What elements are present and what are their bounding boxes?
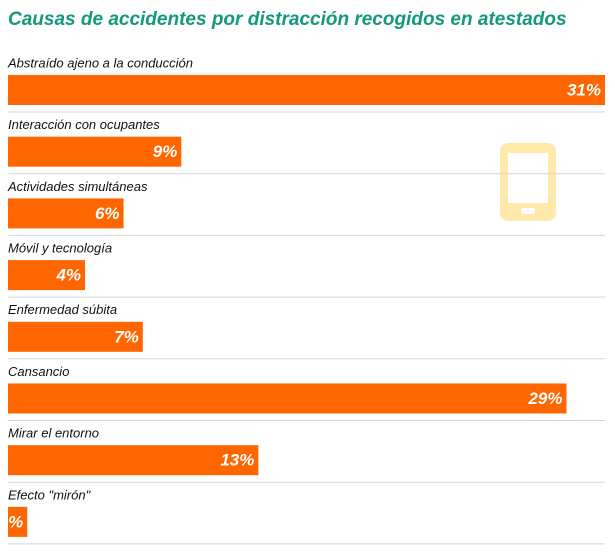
value-label: 9% bbox=[153, 142, 178, 161]
value-label: 6% bbox=[95, 204, 120, 223]
bar bbox=[8, 321, 143, 352]
bar bbox=[8, 260, 86, 291]
value-label: 4% bbox=[55, 266, 81, 285]
category-label: Enfermedad súbita bbox=[8, 302, 117, 317]
bar bbox=[8, 136, 182, 167]
value-label: 29% bbox=[527, 389, 562, 408]
category-label: Abstraído ajeno a la conducción bbox=[7, 55, 193, 70]
category-label: Móvil y tecnología bbox=[8, 241, 112, 256]
bar bbox=[8, 445, 259, 476]
value-label: 13% bbox=[220, 451, 254, 470]
phone-body bbox=[500, 143, 556, 221]
bar bbox=[8, 506, 28, 537]
category-label: Efecto "mirón" bbox=[8, 487, 92, 502]
bar bbox=[8, 75, 605, 105]
bar bbox=[8, 383, 567, 414]
bar bbox=[8, 198, 124, 229]
value-label: 7% bbox=[114, 327, 139, 346]
chart-title: Causas de accidentes por distracción rec… bbox=[8, 9, 567, 30]
category-label: Mirar el entorno bbox=[8, 426, 99, 441]
phone-button bbox=[521, 208, 535, 214]
value-label: 31% bbox=[567, 80, 601, 99]
phone-screen bbox=[508, 153, 548, 203]
category-label: Cansancio bbox=[8, 364, 69, 379]
category-label: Actividades simultáneas bbox=[7, 179, 148, 194]
category-label: Interacción con ocupantes bbox=[8, 117, 160, 132]
value-label: 1% bbox=[0, 512, 23, 531]
phone-icon bbox=[500, 143, 556, 221]
